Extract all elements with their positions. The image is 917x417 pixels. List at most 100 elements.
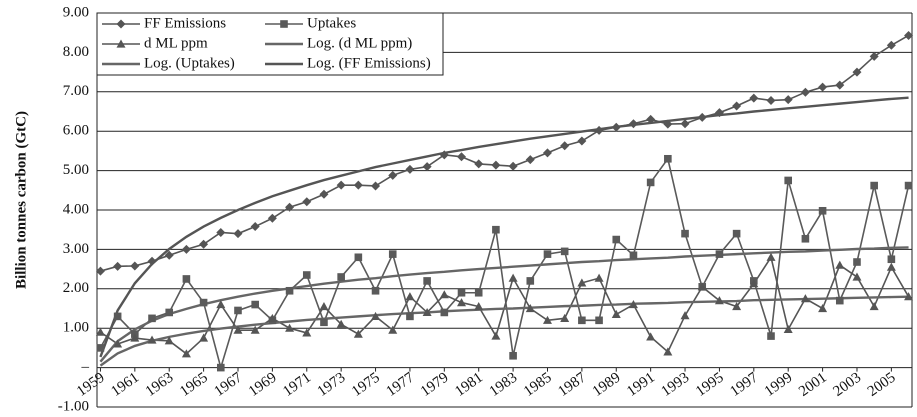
marker — [267, 213, 277, 223]
marker — [474, 302, 484, 311]
marker — [870, 181, 878, 190]
x-tick-label: 1973 — [315, 370, 349, 400]
x-tick-label: 1977 — [383, 369, 417, 400]
marker — [319, 189, 329, 199]
marker — [251, 300, 259, 309]
marker — [663, 119, 673, 129]
marker — [113, 339, 123, 348]
marker — [199, 239, 209, 249]
x-tick-label: 1993 — [659, 370, 693, 400]
marker — [595, 316, 603, 325]
marker — [714, 108, 724, 118]
marker — [542, 315, 552, 324]
marker — [164, 336, 174, 345]
y-tick-label: 9.00 — [63, 4, 89, 20]
marker — [594, 273, 604, 282]
legend-label: d ML ppm — [144, 35, 208, 51]
trend-line — [99, 295, 909, 367]
marker — [457, 152, 467, 162]
marker — [130, 333, 140, 342]
marker — [280, 20, 288, 28]
marker — [182, 275, 191, 283]
marker — [234, 306, 242, 315]
marker — [250, 325, 260, 334]
marker — [578, 316, 586, 325]
marker — [233, 325, 243, 334]
y-tick-label: 2.00 — [63, 280, 89, 296]
marker — [887, 255, 896, 264]
marker — [320, 318, 328, 327]
x-tick-label: 1959 — [74, 370, 108, 400]
marker — [525, 304, 535, 313]
x-tick-label: 1985 — [521, 370, 555, 400]
marker — [766, 95, 776, 105]
marker — [801, 234, 810, 243]
marker — [147, 335, 157, 344]
marker — [199, 298, 208, 307]
marker — [800, 87, 810, 97]
marker — [302, 197, 312, 207]
marker — [457, 288, 466, 297]
marker — [439, 150, 449, 160]
marker — [852, 67, 862, 77]
x-tick-label: 1971 — [280, 370, 314, 400]
x-tick-label: 2001 — [796, 370, 830, 400]
marker — [904, 292, 914, 301]
marker — [628, 119, 638, 129]
marker — [285, 286, 294, 295]
marker — [116, 39, 126, 48]
marker — [371, 286, 380, 295]
marker — [783, 324, 793, 333]
marker — [508, 161, 518, 171]
trend-line — [99, 246, 909, 363]
marker — [216, 227, 226, 237]
y-tick-label: – — [81, 359, 90, 375]
marker — [680, 119, 690, 129]
x-tick-label: 1987 — [555, 369, 589, 400]
marker — [388, 325, 398, 334]
marker — [181, 244, 191, 254]
marker — [509, 351, 517, 360]
marker — [594, 125, 604, 135]
marker — [629, 251, 638, 260]
marker — [423, 277, 431, 285]
marker — [285, 323, 295, 332]
marker — [113, 312, 122, 321]
y-tick-label: 8.00 — [63, 44, 89, 60]
x-tick-label: 1963 — [143, 370, 177, 400]
marker — [337, 273, 345, 281]
marker — [116, 19, 126, 29]
marker — [646, 332, 656, 341]
marker — [852, 272, 862, 281]
marker — [628, 300, 638, 309]
marker — [732, 302, 742, 311]
x-tick-label: 1997 — [727, 369, 761, 400]
marker — [216, 300, 226, 309]
marker — [697, 282, 707, 291]
marker — [784, 176, 793, 185]
x-tick-label: 2003 — [830, 370, 864, 400]
marker — [353, 329, 363, 338]
marker — [800, 294, 810, 303]
marker — [853, 258, 861, 266]
marker — [216, 363, 225, 372]
marker — [388, 250, 397, 258]
y-tick-label: 7.00 — [63, 83, 89, 99]
marker — [388, 170, 398, 180]
marker — [353, 180, 363, 190]
marker — [904, 30, 914, 40]
x-tick-label: 1981 — [452, 370, 486, 400]
legend: FF Emissions Uptakes d ML ppm Log. (d ML pp… — [96, 12, 444, 76]
x-tick-label: 1999 — [762, 370, 796, 400]
marker — [439, 290, 449, 299]
marker — [525, 155, 535, 165]
marker — [543, 250, 552, 258]
legend-label: FF Emissions — [144, 15, 226, 31]
marker — [681, 229, 689, 238]
marker — [457, 298, 467, 307]
marker — [147, 256, 157, 266]
legend-label: Uptakes — [307, 15, 356, 31]
y-tick-label: -1.00 — [58, 398, 89, 414]
y-tick-label: 4.00 — [63, 201, 89, 217]
marker — [336, 319, 346, 328]
